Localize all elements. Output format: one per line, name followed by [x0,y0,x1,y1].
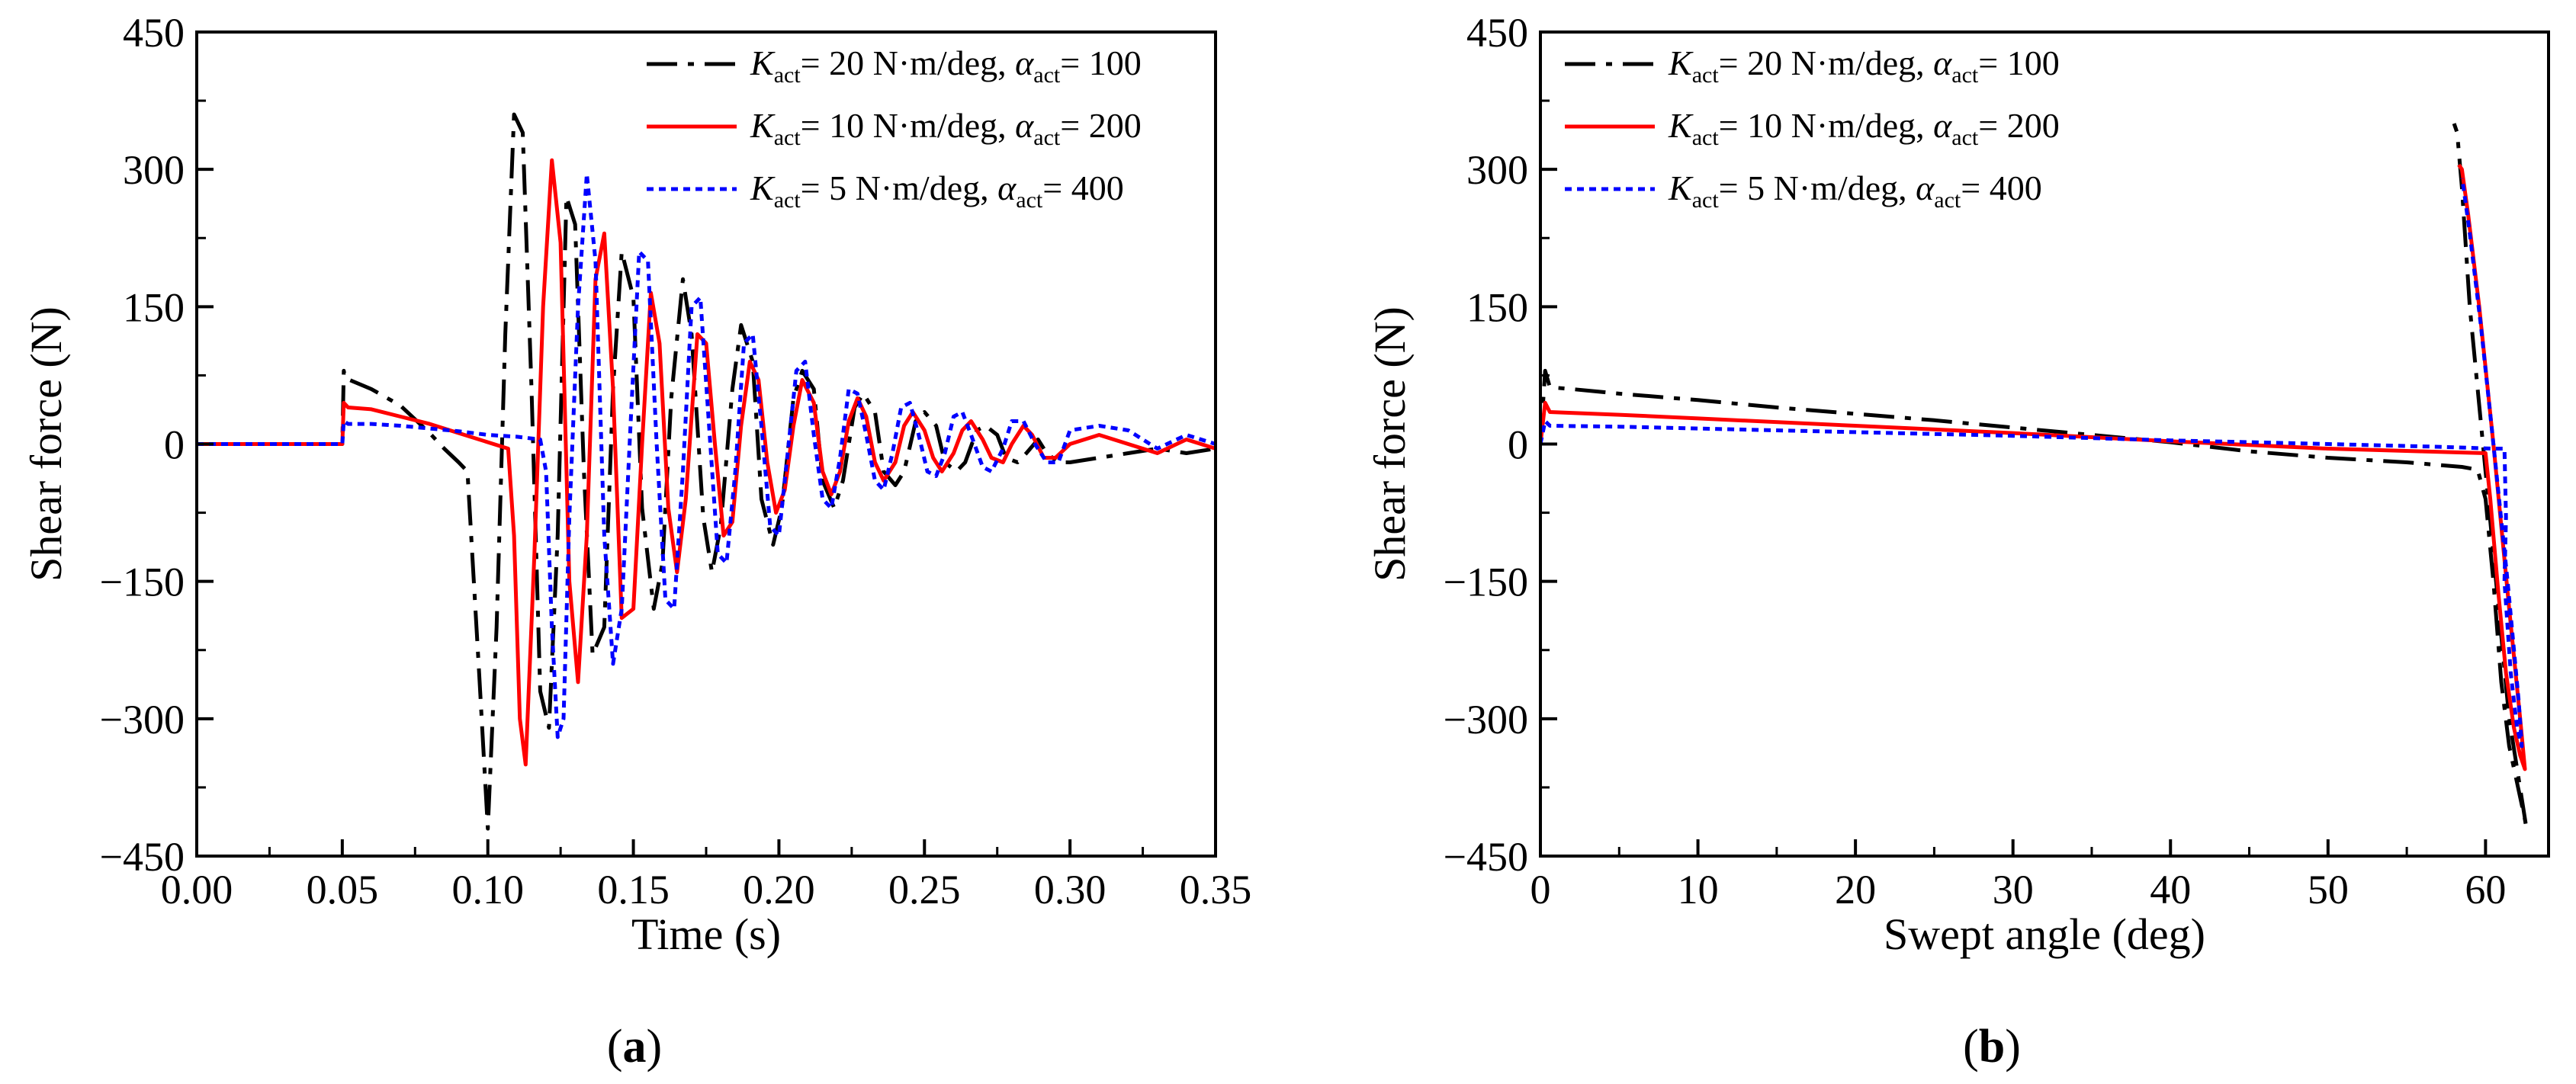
panel-b-legend-text1: = 20 N·m/deg, [1719,43,1933,82]
panel-b-legend-sym-k: K [1668,106,1694,145]
panel-b-legend-sym-a: α [1933,43,1952,82]
panel-b-x-tick-label: 60 [2465,867,2506,912]
panel-a-legend-text2: = 100 [1060,43,1141,82]
panel-b-legend-text2: = 100 [1978,43,2059,82]
panel-a-legend-sub-k: act [774,63,801,88]
panel-b-y-tick-label: 150 [1466,284,1528,330]
panel-a-legend-sym-k: K [750,43,776,82]
panel-a-legend-entry-2: Kact= 10 N·m/deg, αact= 200 [750,106,1142,150]
panel-a-legend-sym-a: α [1015,43,1034,82]
panel-a-legend-sym-a: α [1015,106,1034,145]
panel-b-legend-sub-k: act [1692,63,1720,88]
panel-a-caption-close: ) [647,1021,663,1073]
panel-b-x-tick-label: 20 [1835,867,1876,912]
panel-b-legend-text1: = 5 N·m/deg, [1719,168,1916,207]
panel-a-ticks: 0.00 0.05 0.10 0.15 0.20 0.25 0.30 0.35 −450 −300… [100,10,1252,912]
panel-b-series-line-1 [1540,123,2529,831]
panel-a-legend-sub-a: act [1033,63,1061,88]
panel-a-series-line-1 [197,112,1216,831]
panel-b-series-line-2 [1540,163,2527,771]
panel-a-y-tick-label: −150 [100,560,185,605]
panel-a-y-tick-label: −300 [100,697,185,742]
panel-b-caption-letter: b [1979,1021,2005,1073]
panel-b-y-tick-label: −150 [1444,560,1528,605]
panel-b-x-tick-label: 10 [1678,867,1719,912]
panel-b-series-line-3 [1540,178,2524,749]
panel-a-series-line-3 [197,172,1216,739]
panel-a-caption: (a) [607,1021,662,1073]
panel-a-legend-sub-k: act [774,125,801,150]
panel-a-x-tick-label: 0.05 [307,867,379,912]
panel-b-legend-sym-a: α [1916,168,1935,207]
panel-b-legend-entry-3: Kact= 5 N·m/deg, αact= 400 [1668,168,2042,213]
panel-b-plot-frame [1539,30,2550,858]
panel-a-legend-sym-k: K [750,106,776,145]
panel-b-y-tick-label: 450 [1466,10,1528,56]
panel-b-legend-sub-k: act [1692,125,1720,150]
panel-b-legend-entry-1: Kact= 20 N·m/deg, αact= 100 [1668,43,2060,88]
panel-b-legend-sym-a: α [1933,106,1952,145]
panel-a-legend-text2: = 400 [1042,168,1123,207]
panel-a-y-tick-label: −450 [100,834,185,880]
panel-b-y-tick-label: −450 [1444,834,1528,880]
panel-a-series-line-2 [197,158,1216,767]
panel-a-legend-sym-k: K [750,168,776,207]
panel-b-caption: (b) [1963,1021,2021,1073]
panel-a-x-tick-label: 0.35 [1180,867,1252,912]
panel-a-legend-text1: = 20 N·m/deg, [801,43,1015,82]
panel-a-x-axis-title: Time (s) [631,909,781,959]
panel-a-y-tick-label: 300 [123,147,185,193]
panel-b-legend-entry-2: Kact= 10 N·m/deg, αact= 200 [1668,106,2060,150]
panel-a-x-tick-label: 0.30 [1034,867,1107,912]
panel-b-caption-open: ( [1963,1021,1979,1073]
panel-a-x-tick-label: 0.20 [743,867,815,912]
panel-b-legend-sym-k: K [1668,43,1694,82]
panel-a-y-tick-label: 450 [123,10,185,56]
panel-b-series-group [1540,123,2529,831]
panel-b-caption-close: ) [2005,1021,2021,1073]
panel-b-legend-sub-a: act [1934,188,1961,213]
panel-a-legend-sub-a: act [1033,125,1061,150]
panel-b-y-axis-title: Shear force (N) [1365,306,1415,582]
panel-a-legend-text2: = 200 [1060,106,1141,145]
panel-a-y-tick-label: 0 [164,422,185,468]
panel-b-y-tick-label: 0 [1508,422,1528,468]
panel-a-x-tick-label: 0.00 [161,867,233,912]
panel-b-y-tick-label: −300 [1444,697,1528,742]
panel-a-legend-sym-a: α [997,168,1017,207]
panel-b-x-tick-label: 30 [1993,867,2034,912]
panel-a-legend-sub-k: act [774,188,801,213]
panel-a-caption-open: ( [607,1021,623,1073]
panel-a-legend-sub-a: act [1016,188,1043,213]
panel-a-y-tick-label: 150 [123,284,185,330]
panel-a-plot-frame [195,30,1217,858]
panel-b-legend-text2: = 200 [1978,106,2059,145]
panel-a-x-tick-label: 0.15 [597,867,670,912]
panel-b-x-tick-label: 40 [2150,867,2191,912]
panel-b-legend-sym-k: K [1668,168,1694,207]
panel-b-x-tick-label: 0 [1531,867,1551,912]
panel-b-legend-text1: = 10 N·m/deg, [1719,106,1933,145]
panel-b-chart: 0 10 20 30 40 50 60 −450 −300 −150 0 150 300 450 Swep… [1365,10,2550,1073]
panel-b-y-tick-label: 300 [1466,147,1528,193]
panel-a-series-group [197,112,1216,831]
panel-a-caption-letter: a [623,1021,647,1073]
panel-b-x-axis-title: Swept angle (deg) [1884,909,2205,959]
panel-b-legend-text2: = 400 [1961,168,2041,207]
panel-b-x-tick-label: 50 [2308,867,2349,912]
panel-b-legend-sub-k: act [1692,188,1720,213]
panel-a-legend-text1: = 10 N·m/deg, [801,106,1015,145]
panel-a-x-tick-label: 0.10 [451,867,524,912]
panel-a-legend-entry-3: Kact= 5 N·m/deg, αact= 400 [750,168,1124,213]
panel-a-legend-entry-1: Kact= 20 N·m/deg, αact= 100 [750,43,1142,88]
panel-a-legend-text1: = 5 N·m/deg, [801,168,997,207]
panel-a-x-tick-label: 0.25 [888,867,961,912]
panel-b-legend-sub-a: act [1951,125,1979,150]
panel-a-chart: 0.00 0.05 0.10 0.15 0.20 0.25 0.30 0.35 −450 −300… [21,10,1251,1073]
panel-b-legend-sub-a: act [1951,63,1979,88]
panel-a-y-axis-title: Shear force (N) [21,306,71,582]
panel-b-ticks: 0 10 20 30 40 50 60 −450 −300 −150 0 150 300 450 [1444,10,2507,912]
